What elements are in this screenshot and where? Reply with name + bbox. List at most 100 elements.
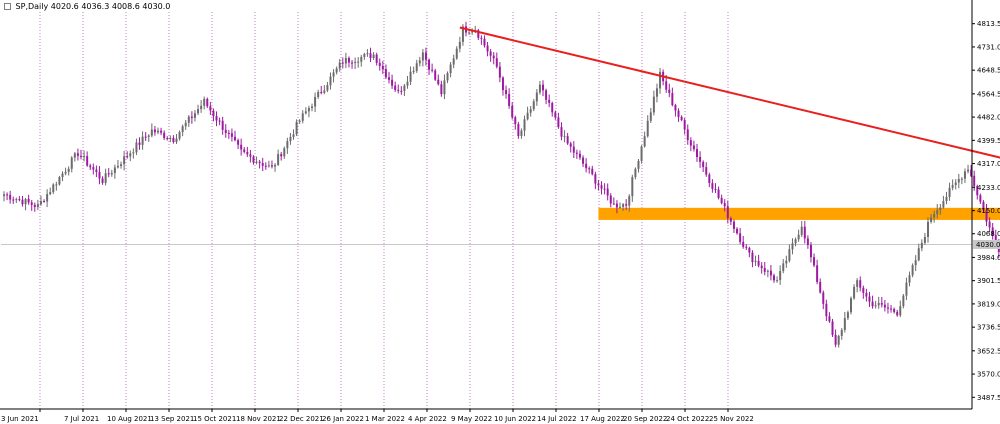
candle-body: [545, 90, 548, 100]
candle-body: [954, 182, 957, 186]
candle-body: [317, 91, 320, 98]
candle-body: [378, 62, 381, 66]
y-tick-label: 4317.0: [977, 160, 1000, 168]
candle-body: [575, 152, 578, 154]
candle-body: [554, 112, 557, 118]
candle-body: [492, 55, 495, 59]
candle-body: [409, 71, 412, 82]
candle-body: [36, 204, 39, 208]
candle-body: [6, 194, 9, 196]
candle-body: [692, 145, 695, 150]
candle-body: [517, 124, 520, 136]
candle-body: [794, 239, 797, 244]
candle-body: [132, 152, 135, 154]
current-price-badge: [973, 239, 1000, 249]
candle-body: [988, 221, 991, 228]
candle-body: [110, 172, 113, 175]
candle-body: [209, 106, 212, 111]
ohlc-readout: 4020.6 4036.3 4008.6 4030.0: [50, 2, 171, 11]
candle-body: [314, 97, 317, 107]
resistance-zone: [598, 207, 1000, 220]
candle-body: [70, 157, 73, 169]
candle-body: [215, 116, 218, 121]
candle-body: [865, 292, 868, 297]
candle-body: [347, 58, 350, 63]
candle-body: [126, 156, 129, 158]
candle-body: [292, 134, 295, 137]
y-tick-label: 3652.5: [977, 347, 1000, 355]
candle-body: [175, 138, 178, 143]
candle-body: [871, 301, 874, 307]
candle-body: [557, 117, 560, 128]
candle-body: [304, 111, 307, 114]
x-tick-label: 4 Apr 2022: [408, 415, 447, 423]
candle-body: [572, 146, 575, 153]
candle-body: [372, 54, 375, 59]
candle-body: [646, 120, 649, 137]
candle-body: [723, 203, 726, 207]
candle-body: [98, 172, 101, 179]
candle-body: [415, 63, 418, 71]
candle-body: [649, 112, 652, 121]
candle-body: [963, 171, 966, 179]
candle-body: [788, 249, 791, 261]
candle-body: [655, 88, 658, 97]
candle-body: [403, 85, 406, 91]
x-tick-label: 24 Oct 2022: [666, 415, 709, 423]
candle-body: [776, 280, 779, 282]
candle-body: [600, 185, 603, 189]
candle-body: [363, 53, 366, 57]
candle-body: [643, 136, 646, 147]
candle-body: [809, 244, 812, 258]
candle-body: [822, 292, 825, 304]
candle-body: [153, 129, 156, 133]
candle-body: [86, 156, 89, 166]
candle-body: [52, 184, 55, 193]
candle-body: [234, 136, 236, 141]
candle-body: [578, 153, 581, 158]
candle-body: [585, 163, 588, 169]
candle-body: [335, 68, 338, 73]
candle-body: [178, 132, 181, 139]
candle-body: [757, 260, 760, 266]
candle-body: [736, 228, 739, 234]
candle-body: [677, 110, 680, 117]
candle-body: [619, 206, 621, 208]
candle-body: [129, 153, 132, 157]
candle-body: [566, 136, 569, 144]
candle-body: [569, 143, 572, 147]
current-price-label: 4030.0: [976, 241, 1000, 249]
candle-body: [21, 199, 24, 205]
candle-body: [732, 221, 735, 229]
candle-body: [489, 51, 492, 56]
candle-body: [880, 302, 883, 305]
candle-body: [652, 96, 655, 113]
candle-body: [800, 226, 803, 235]
candle-body: [523, 119, 526, 131]
candle-body: [816, 265, 819, 282]
candle-body: [246, 151, 249, 155]
candle-body: [101, 178, 104, 183]
candle-body: [748, 247, 751, 253]
y-tick-label: 3984.0: [977, 254, 1000, 262]
candle-body: [535, 92, 538, 102]
candle-body: [908, 275, 911, 283]
candle-body: [696, 149, 698, 157]
candle-body: [739, 233, 742, 242]
candle-body: [640, 146, 643, 161]
candle-body: [486, 45, 489, 52]
candle-body: [280, 154, 283, 157]
candle-body: [237, 140, 240, 145]
candle-body: [991, 227, 994, 236]
candle-body: [120, 164, 123, 166]
candle-body: [622, 204, 625, 207]
candle-body: [249, 154, 252, 157]
candle-body: [840, 329, 843, 336]
x-tick-label: 1 Mar 2022: [365, 415, 405, 423]
candle-body: [64, 171, 67, 174]
candle-body: [483, 38, 486, 46]
x-tick-label: 17 Aug 2022: [580, 415, 625, 423]
candle-body: [163, 132, 166, 139]
chart-title: SP,Daily 4020.6 4036.3 4008.6 4030.0: [4, 2, 170, 11]
